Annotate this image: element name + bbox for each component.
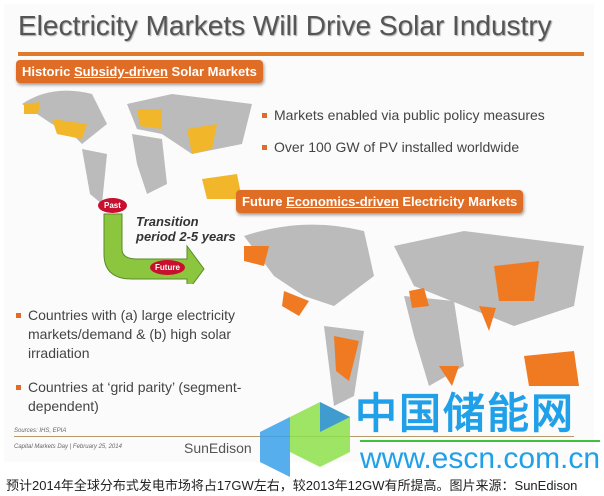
historic-tag-prefix: Historic	[22, 64, 75, 79]
future-tag-emphasis: Economics-driven	[286, 194, 399, 209]
slide-title: Electricity Markets Will Drive Solar Ind…	[18, 10, 552, 41]
footer-text: Capital Markets Day | February 25, 2014	[14, 444, 122, 450]
title-rule	[18, 52, 584, 56]
future-tag: Future Economics-driven Electricity Mark…	[236, 190, 524, 213]
sources: Sources: IHS, EPIA	[14, 428, 67, 434]
historic-tag-emphasis: Subsidy-driven	[74, 64, 168, 79]
watermark-text: 中国储能网	[355, 390, 576, 437]
transition-text: Transition period 2-5 years	[136, 214, 236, 244]
historic-tag-suffix: Solar Markets	[167, 64, 257, 79]
slide: Electricity Markets Will Drive Solar Ind…	[4, 4, 594, 462]
watermark-logo-icon	[260, 402, 350, 477]
future-tag-prefix: Future	[242, 194, 287, 209]
sunedison-logo: SunEdison	[184, 440, 252, 456]
past-badge: Past	[98, 198, 127, 213]
future-bullet: Countries at ‘grid parity’ (segment-depe…	[16, 378, 258, 416]
watermark-url: www.escn.com.cn	[360, 442, 601, 475]
historic-tag: Historic Subsidy-driven Solar Markets	[16, 60, 263, 83]
historic-bullet: Over 100 GW of PV installed worldwide	[261, 139, 520, 155]
future-badge: Future	[150, 260, 185, 275]
future-world-map	[244, 224, 584, 406]
future-bullet: Countries with (a) large electricity mar…	[16, 306, 258, 363]
historic-bullet: Markets enabled via public policy measur…	[262, 107, 545, 123]
watermark-rule	[360, 440, 600, 442]
historic-world-map	[22, 90, 252, 204]
image-caption: 预计2014年全球分布式发电市场将占17GW左右，较2013年12GW有所提高。…	[6, 478, 578, 493]
future-tag-suffix: Electricity Markets	[398, 194, 518, 209]
